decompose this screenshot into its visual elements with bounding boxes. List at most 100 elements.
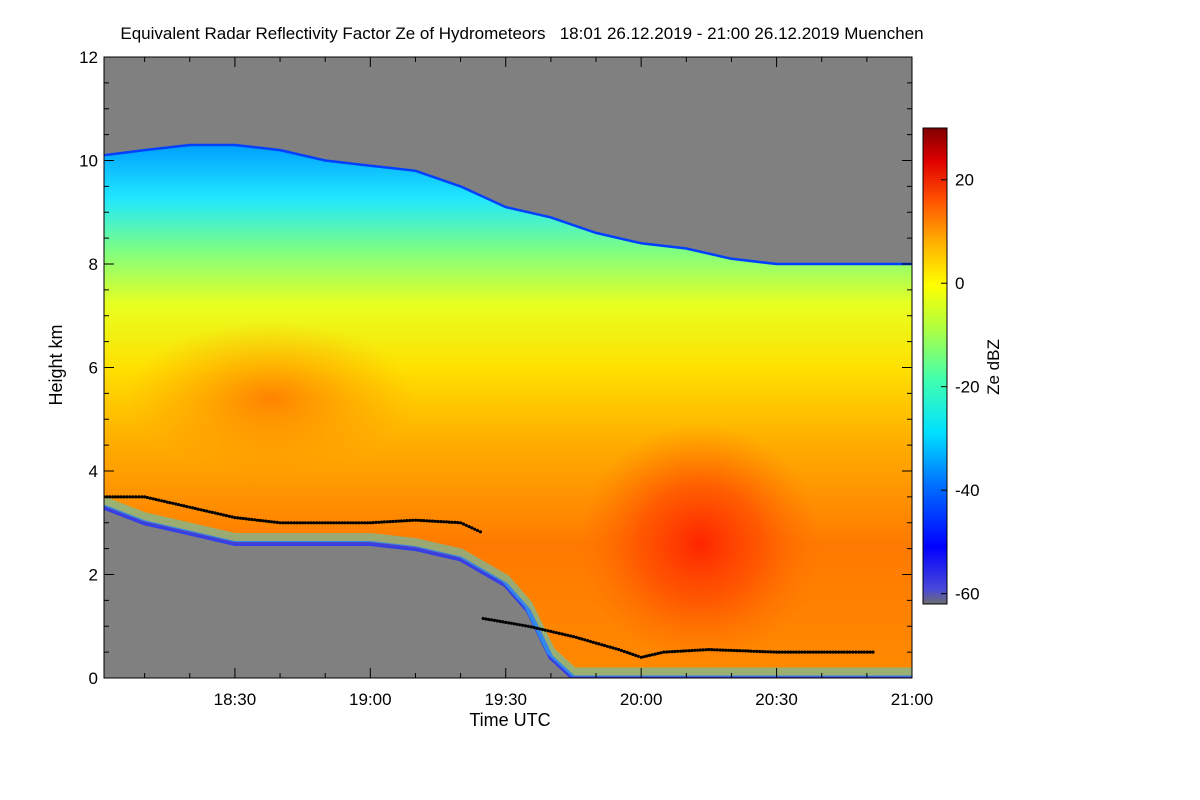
melting-layer-point [264, 519, 268, 523]
melting-layer-point [346, 521, 350, 525]
melting-layer-point [473, 527, 477, 531]
melting-layer-point [238, 516, 243, 520]
melting-layer-point [340, 521, 344, 525]
melting-layer-point [797, 650, 801, 654]
melting-layer-point [391, 519, 395, 524]
melting-layer-point [653, 652, 657, 656]
melting-layer-point [292, 521, 296, 525]
melting-layer-point [301, 521, 305, 525]
melting-layer-point [611, 646, 615, 650]
melting-layer-point [721, 648, 725, 652]
melting-layer-point [320, 521, 324, 525]
melting-layer-point [521, 623, 525, 627]
melting-layer-point [526, 624, 530, 628]
melting-layer-point [191, 506, 195, 510]
melting-layer-point [580, 637, 584, 641]
melting-layer-point [667, 650, 672, 654]
melting-layer-point [363, 521, 367, 525]
melting-layer-point [413, 518, 418, 522]
melting-layer-point [718, 648, 722, 652]
melting-layer-point [560, 632, 564, 636]
melting-layer-point [289, 521, 293, 525]
melting-layer-point [210, 510, 214, 514]
melting-layer-point [625, 650, 629, 655]
melting-layer-point [281, 521, 285, 525]
melting-layer-point [546, 629, 550, 633]
melting-layer-point [642, 655, 646, 659]
melting-layer-point [303, 521, 307, 525]
melting-layer-point [140, 495, 144, 499]
melting-layer-point [645, 654, 649, 658]
y-tick-label: 4 [89, 462, 98, 481]
x-axis-label: Time UTC [469, 710, 550, 730]
melting-layer-point [399, 519, 403, 523]
melting-layer-point [354, 521, 358, 525]
melting-layer-point [253, 518, 257, 522]
melting-layer-point [696, 648, 700, 652]
colorbar-label: Ze dBZ [984, 339, 1003, 395]
y-tick-label: 6 [89, 359, 98, 378]
melting-layer-point [557, 631, 561, 636]
echo-base-fringe [104, 496, 912, 677]
melting-layer-point [442, 520, 446, 524]
melting-layer-point [563, 633, 567, 637]
melting-layer-point [586, 639, 590, 643]
melting-layer-point [583, 638, 587, 642]
melting-layer-point [334, 521, 339, 525]
melting-layer-point [464, 523, 468, 527]
melting-layer-point [571, 635, 576, 639]
melting-layer-point [312, 521, 316, 525]
melting-layer-point [134, 495, 138, 499]
melting-layer-point [374, 520, 378, 525]
melting-layer-point [176, 503, 181, 507]
melting-layer-point [842, 650, 846, 654]
melting-layer-point [244, 517, 248, 521]
melting-layer-point [171, 501, 175, 505]
melting-layer-point [349, 521, 353, 525]
melting-layer-point [729, 648, 734, 653]
melting-layer-point [690, 648, 694, 653]
melting-layer-point [684, 649, 688, 653]
melting-layer-point [428, 519, 432, 523]
melting-layer-point [851, 650, 855, 654]
y-tick-label: 8 [89, 255, 98, 274]
melting-layer-point [760, 650, 765, 654]
colorbar-tick-label: 0 [955, 274, 964, 293]
melting-layer-point [168, 501, 172, 505]
y-tick-label: 2 [89, 566, 98, 585]
melting-layer-point [436, 519, 440, 524]
melting-layer-point [871, 650, 875, 654]
melting-layer-point [430, 519, 434, 523]
melting-layer-point [608, 645, 612, 649]
melting-layer-point [492, 618, 497, 623]
y-axis-label: Height km [46, 324, 66, 405]
melting-layer-point [151, 497, 155, 501]
melting-layer-point [845, 650, 849, 654]
x-tick-label: 21:00 [891, 690, 934, 709]
melting-layer-point [743, 649, 748, 653]
melting-layer-point [591, 640, 595, 644]
melting-layer-point [569, 634, 573, 638]
melting-layer-point [693, 648, 697, 652]
melting-layer-point [137, 495, 141, 499]
melting-layer-point [267, 519, 271, 524]
melting-layer-point [315, 521, 319, 525]
melting-layer-point [800, 650, 804, 654]
melting-layer-point [122, 495, 126, 499]
melting-layer-point [746, 649, 751, 653]
melting-layer-point [193, 506, 197, 511]
melting-layer-point [862, 650, 867, 654]
melting-layer-point [125, 495, 129, 499]
melting-layer-point [789, 650, 793, 654]
melting-layer-point [724, 648, 728, 652]
melting-layer-point [317, 521, 322, 525]
melting-layer-point [631, 652, 635, 657]
melting-layer-point [602, 643, 607, 648]
melting-layer-point [806, 650, 810, 654]
melting-layer-point [357, 521, 361, 525]
echo-base-edge [104, 504, 912, 678]
melting-layer-point [749, 649, 753, 653]
melting-layer-point [509, 621, 513, 625]
melting-layer-point [535, 626, 539, 630]
melting-layer-point [704, 648, 708, 652]
